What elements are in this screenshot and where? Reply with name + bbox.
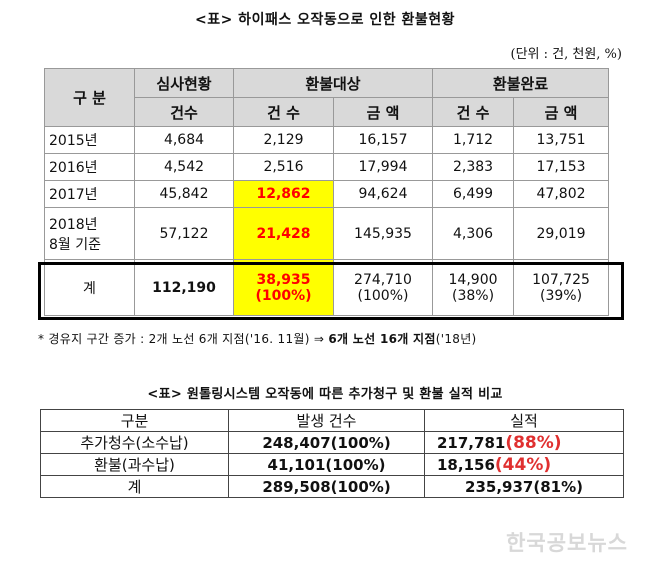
cell-done-count: 2,383 xyxy=(432,153,515,181)
total-review: 112,190 xyxy=(134,259,234,316)
header-target: 환불대상 xyxy=(232,68,434,98)
table-row: 2015년 4,684 2,129 16,157 1,712 13,751 xyxy=(44,126,610,154)
cell-done-count: 4,306 xyxy=(432,207,515,260)
total-done-count: 14,900 (38%) xyxy=(432,259,515,316)
header-done: 환불완료 xyxy=(432,68,610,98)
cell-target-amount: 17,994 xyxy=(332,153,434,181)
total-target-amount: 274,710 (100%) xyxy=(332,259,434,316)
table-row: 환불(과수납) 41,101(100%) 18,156(44%) xyxy=(40,453,624,476)
total-row: 계 112,190 38,935 (100%) 274,710 (100%) 1… xyxy=(44,259,610,316)
table2-header: 구분 발생 건수 실적 xyxy=(40,409,624,432)
watermark-logo: 한국공보뉴스 xyxy=(506,531,628,555)
row-result-value: 217,781 xyxy=(437,433,506,452)
header-done-amount: 금 액 xyxy=(513,97,610,127)
total-row-frame xyxy=(38,262,624,320)
unit-label: (단위 : 건, 천원, %) xyxy=(510,47,622,62)
total-target-count: 38,935 (100%) xyxy=(233,259,334,316)
cell-done-amount: 17,153 xyxy=(513,153,610,181)
total-done-amount-pct: (39%) xyxy=(540,287,583,304)
header-count: 발생 건수 xyxy=(228,409,425,432)
cell-done-amount: 13,751 xyxy=(513,126,610,154)
cell-review: 45,842 xyxy=(134,180,234,208)
total-target-amount-pct: (100%) xyxy=(357,287,409,304)
total-target-count-pct: (100%) xyxy=(255,287,312,304)
row-result-pct: (44%) xyxy=(494,454,552,475)
total-done-count-value: 14,900 xyxy=(448,271,498,288)
total-target-amount-value: 274,710 xyxy=(354,271,412,288)
row-count: 41,101(100%) xyxy=(228,453,425,476)
cell-target-amount: 94,624 xyxy=(332,180,434,208)
cell-done-count: 6,499 xyxy=(432,180,515,208)
table-row: 추가청수(소수납) 248,407(100%) 217,781(88%) xyxy=(40,431,624,454)
total-label: 계 xyxy=(44,259,135,316)
header-target-count: 건 수 xyxy=(233,97,334,127)
refund-status-table: 구 분 심사현황 환불대상 환불완료 건수 건 수 금 액 건 수 금 액 20… xyxy=(44,68,610,316)
cell-target-count: 2,129 xyxy=(233,126,334,154)
total-row: 계 289,508(100%) 235,937(81%) xyxy=(40,475,624,498)
table-row: 2016년 4,542 2,516 17,994 2,383 17,153 xyxy=(44,153,610,181)
header-target-amount: 금 액 xyxy=(332,97,434,127)
row-label: 추가청수(소수납) xyxy=(40,431,229,454)
row-result-value: 18,156 xyxy=(437,455,495,474)
one-tolling-table: 구분 발생 건수 실적 추가청수(소수납) 248,407(100%) 217,… xyxy=(40,409,624,498)
cell-target-amount: 145,935 xyxy=(332,207,434,260)
footnote-prefix: * 경유지 구간 증가 : 2개 노선 6개 지점('16. 11월) ⇒ xyxy=(38,332,329,346)
row-year: 2018년 8월 기준 xyxy=(44,207,135,260)
total-done-amount: 107,725 (39%) xyxy=(513,259,610,316)
row-year: 2017년 xyxy=(44,180,135,208)
footnote-suffix: ('18년) xyxy=(435,332,477,346)
cell-target-amount: 16,157 xyxy=(332,126,434,154)
header-review: 심사현황 xyxy=(134,68,234,98)
cell-target-count: 2,516 xyxy=(233,153,334,181)
row-result: 217,781(88%) xyxy=(424,431,624,454)
table-row: 2018년 8월 기준 57,122 21,428 145,935 4,306 … xyxy=(44,207,610,260)
row-year-line1: 2018년 xyxy=(49,216,98,233)
cell-review: 4,684 xyxy=(134,126,234,154)
cell-review: 4,542 xyxy=(134,153,234,181)
cell-target-count-highlight: 21,428 xyxy=(233,207,334,260)
cell-review: 57,122 xyxy=(134,207,234,260)
cell-done-amount: 47,802 xyxy=(513,180,610,208)
header-result: 실적 xyxy=(424,409,624,432)
header-done-count: 건 수 xyxy=(432,97,515,127)
table2-title: <표> 원톨링시스템 오작동에 따른 추가청구 및 환불 실적 비교 xyxy=(147,387,503,402)
row-count: 248,407(100%) xyxy=(228,431,425,454)
total-result: 235,937(81%) xyxy=(424,475,624,498)
total-label: 계 xyxy=(40,475,229,498)
total-target-count-value: 38,935 xyxy=(256,271,311,288)
row-result: 18,156(44%) xyxy=(424,453,624,476)
cell-target-count-highlight: 12,862 xyxy=(233,180,334,208)
total-count: 289,508(100%) xyxy=(228,475,425,498)
cell-done-amount: 29,019 xyxy=(513,207,610,260)
cell-done-count: 1,712 xyxy=(432,126,515,154)
header-review-count: 건수 xyxy=(134,97,234,127)
row-year: 2015년 xyxy=(44,126,135,154)
header-gubun: 구분 xyxy=(40,409,229,432)
header-gubun: 구 분 xyxy=(44,68,135,127)
footnote: * 경유지 구간 증가 : 2개 노선 6개 지점('16. 11월) ⇒ 6개… xyxy=(38,330,477,347)
row-label: 환불(과수납) xyxy=(40,453,229,476)
table-row: 2017년 45,842 12,862 94,624 6,499 47,802 xyxy=(44,180,610,208)
footnote-bold: 6개 노선 16개 지점 xyxy=(328,332,436,346)
table1-title: <표> 하이패스 오작동으로 인한 환불현황 xyxy=(194,12,456,28)
row-result-pct: (88%) xyxy=(505,432,562,453)
total-done-count-pct: (38%) xyxy=(451,287,495,304)
row-year: 2016년 xyxy=(44,153,135,181)
total-done-amount-value: 107,725 xyxy=(532,271,590,288)
row-year-line2: 8월 기준 xyxy=(49,236,101,253)
